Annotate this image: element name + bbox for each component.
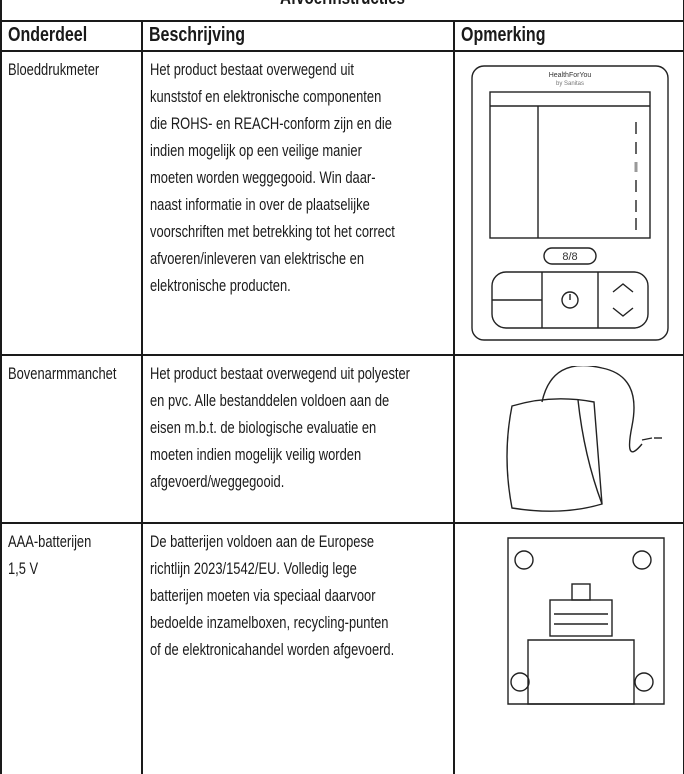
description-line: moeten worden weggegooid. Win daar- [150,168,376,187]
description-line: afgevoerd/weggegooid. [150,472,285,491]
part-name: Bloeddrukmeter [8,60,100,79]
description-line: batterijen moeten via speciaal daarvoor [150,586,376,605]
description-line: en pvc. Alle bestanddelen voldoen aan de [150,391,390,410]
row-border [0,50,684,52]
description-line: indien mogelijk op een veilige manier [150,141,362,160]
description-line: Het product bestaat overwegend uit [150,60,354,79]
part-name: 1,5 V [8,559,39,578]
part-name: AAA-batterijen [8,532,92,551]
description-line: elektronische producten. [150,276,291,295]
description-line: voorschriften met betrekking tot het cor… [150,222,395,241]
column-header: Onderdeel [8,24,88,46]
row-border [0,20,684,22]
description-line: of de elektronicahandel worden afgevoerd… [150,640,395,659]
brand-sub: by Sanitas [556,81,584,87]
description-line: kunststof en elektronische componenten [150,87,382,106]
battery-compartment-image [507,537,665,705]
column-border [453,20,455,774]
description-line: De batterijen voldoen aan de Europese [150,532,375,551]
column-header: Beschrijving [149,24,246,46]
description-line: naast informatie in over de plaatselijke [150,195,370,214]
cuff-image [506,366,662,512]
description-line: eisen m.b.t. de biologische evaluatie en [150,418,377,437]
brand: HealthForYou [549,72,592,79]
row-border [0,354,684,356]
description-line: afvoeren/inleveren van elektrische en [150,249,365,268]
column-border [141,20,143,774]
description-line: Het product bestaat overwegend uit polye… [150,364,410,383]
blood-pressure-monitor-image: HealthForYou by Sanitas 8/8 [471,65,669,341]
description-line: bedoelde inzamelboxen, recycling-punten [150,613,389,632]
title: Afvoerinstructies [280,0,405,10]
row-border [0,522,684,524]
column-border [0,0,2,774]
description-line: richtlijn 2023/1542/EU. Volledig lege [150,559,357,578]
description-line: moeten indien mogelijk veilig worden [150,445,362,464]
column-header: Opmerking [461,24,546,46]
user-keys: 8/8 [562,251,577,263]
part-name: Bovenarmmanchet [8,364,117,383]
description-line: die ROHS- en REACH-conform zijn en die [150,114,392,133]
